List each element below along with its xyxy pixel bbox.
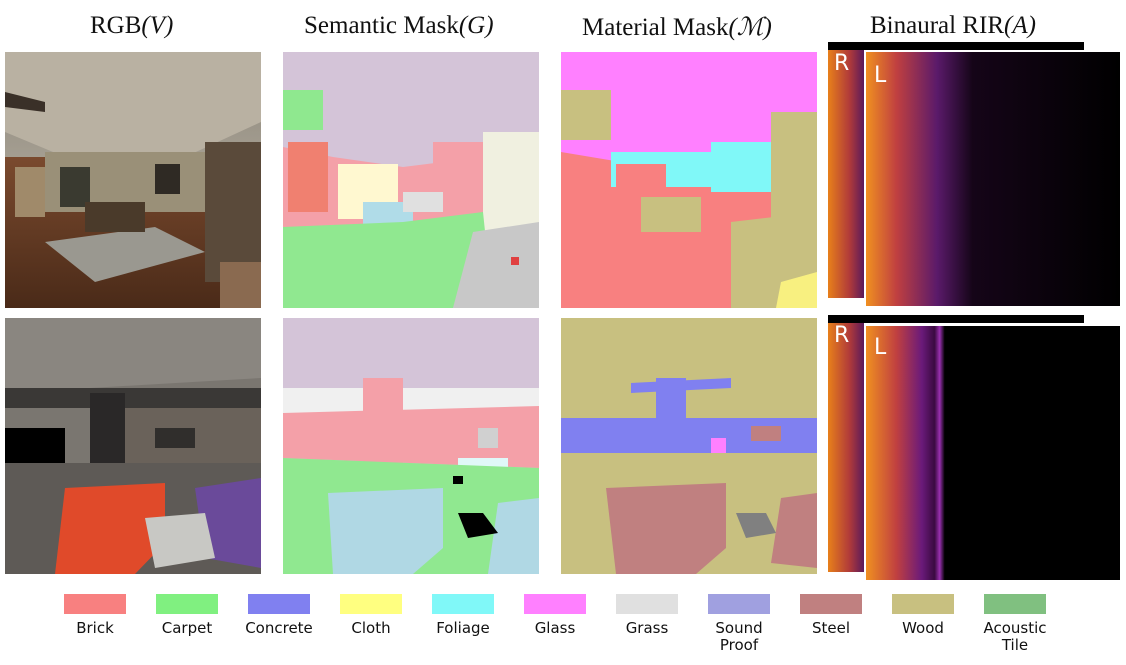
material-mask-scene-2 <box>561 318 817 574</box>
legend-swatch <box>340 594 402 614</box>
legend-item: Concrete <box>239 594 319 637</box>
legend-swatch <box>892 594 954 614</box>
left-channel-label: L <box>874 63 887 88</box>
legend-swatch <box>524 594 586 614</box>
legend-label: Grass <box>625 619 669 637</box>
legend-item: Wood <box>883 594 963 637</box>
semantic-mask-scene-2 <box>283 318 539 574</box>
legend-item: Glass <box>515 594 595 637</box>
legend-item: Acoustic Tile <box>975 594 1055 654</box>
spectrogram-right-channel <box>828 50 864 298</box>
column-title-material-mask: Material Mask(ℳ) <box>582 12 772 42</box>
legend-label: Cloth <box>351 619 391 637</box>
column-title-text: Semantic Mask <box>304 12 459 39</box>
legend-swatch <box>432 594 494 614</box>
spectrogram-left-channel <box>866 52 1120 306</box>
column-title-text: RGB <box>90 12 142 39</box>
legend-swatch <box>708 594 770 614</box>
left-channel-label: L <box>874 335 887 360</box>
legend-label: Concrete <box>245 619 313 637</box>
legend-item: Grass <box>607 594 687 637</box>
spectrogram-left-channel <box>866 326 1120 580</box>
legend-label: Glass <box>534 619 576 637</box>
material-mask-scene-1 <box>561 52 817 308</box>
column-title-symbol: (A) <box>1004 12 1036 39</box>
right-channel-label: R <box>834 323 849 348</box>
spectrogram-right-channel <box>828 323 864 572</box>
legend-label: Foliage <box>436 619 490 637</box>
legend-swatch <box>64 594 126 614</box>
legend-swatch <box>616 594 678 614</box>
legend-label: Brick <box>76 619 114 637</box>
column-title-semantic-mask: Semantic Mask(G) <box>304 12 494 40</box>
legend-label: Sound Proof <box>715 619 763 654</box>
legend-swatch <box>156 594 218 614</box>
legend-label: Acoustic Tile <box>983 619 1047 654</box>
column-title-text: Material Mask <box>582 14 729 41</box>
legend-item: Foliage <box>423 594 503 637</box>
legend-swatch <box>248 594 310 614</box>
legend-swatch <box>984 594 1046 614</box>
legend-item: Carpet <box>147 594 227 637</box>
column-title-symbol: (V) <box>141 12 174 39</box>
legend-item: Sound Proof <box>699 594 779 654</box>
legend-item: Steel <box>791 594 871 637</box>
legend-item: Brick <box>55 594 135 637</box>
column-title-binaural-rir: Binaural RIR(A) <box>870 12 1036 40</box>
legend-label: Wood <box>902 619 944 637</box>
legend-label: Steel <box>811 619 851 637</box>
semantic-mask-scene-1 <box>283 52 539 308</box>
binaural-rir-scene-1: R L <box>828 42 1122 310</box>
column-title-symbol: (G) <box>458 12 494 39</box>
rgb-image-scene-2 <box>5 318 261 574</box>
legend-swatch <box>800 594 862 614</box>
binaural-rir-scene-2: R L <box>828 312 1122 584</box>
legend-label: Carpet <box>161 619 213 637</box>
column-title-symbol: (ℳ) <box>728 14 772 41</box>
column-title-rgb: RGB(V) <box>90 12 173 40</box>
rgb-image-scene-1 <box>5 52 261 308</box>
right-channel-label: R <box>834 51 849 76</box>
legend-item: Cloth <box>331 594 411 637</box>
column-title-text: Binaural RIR <box>870 12 1005 39</box>
